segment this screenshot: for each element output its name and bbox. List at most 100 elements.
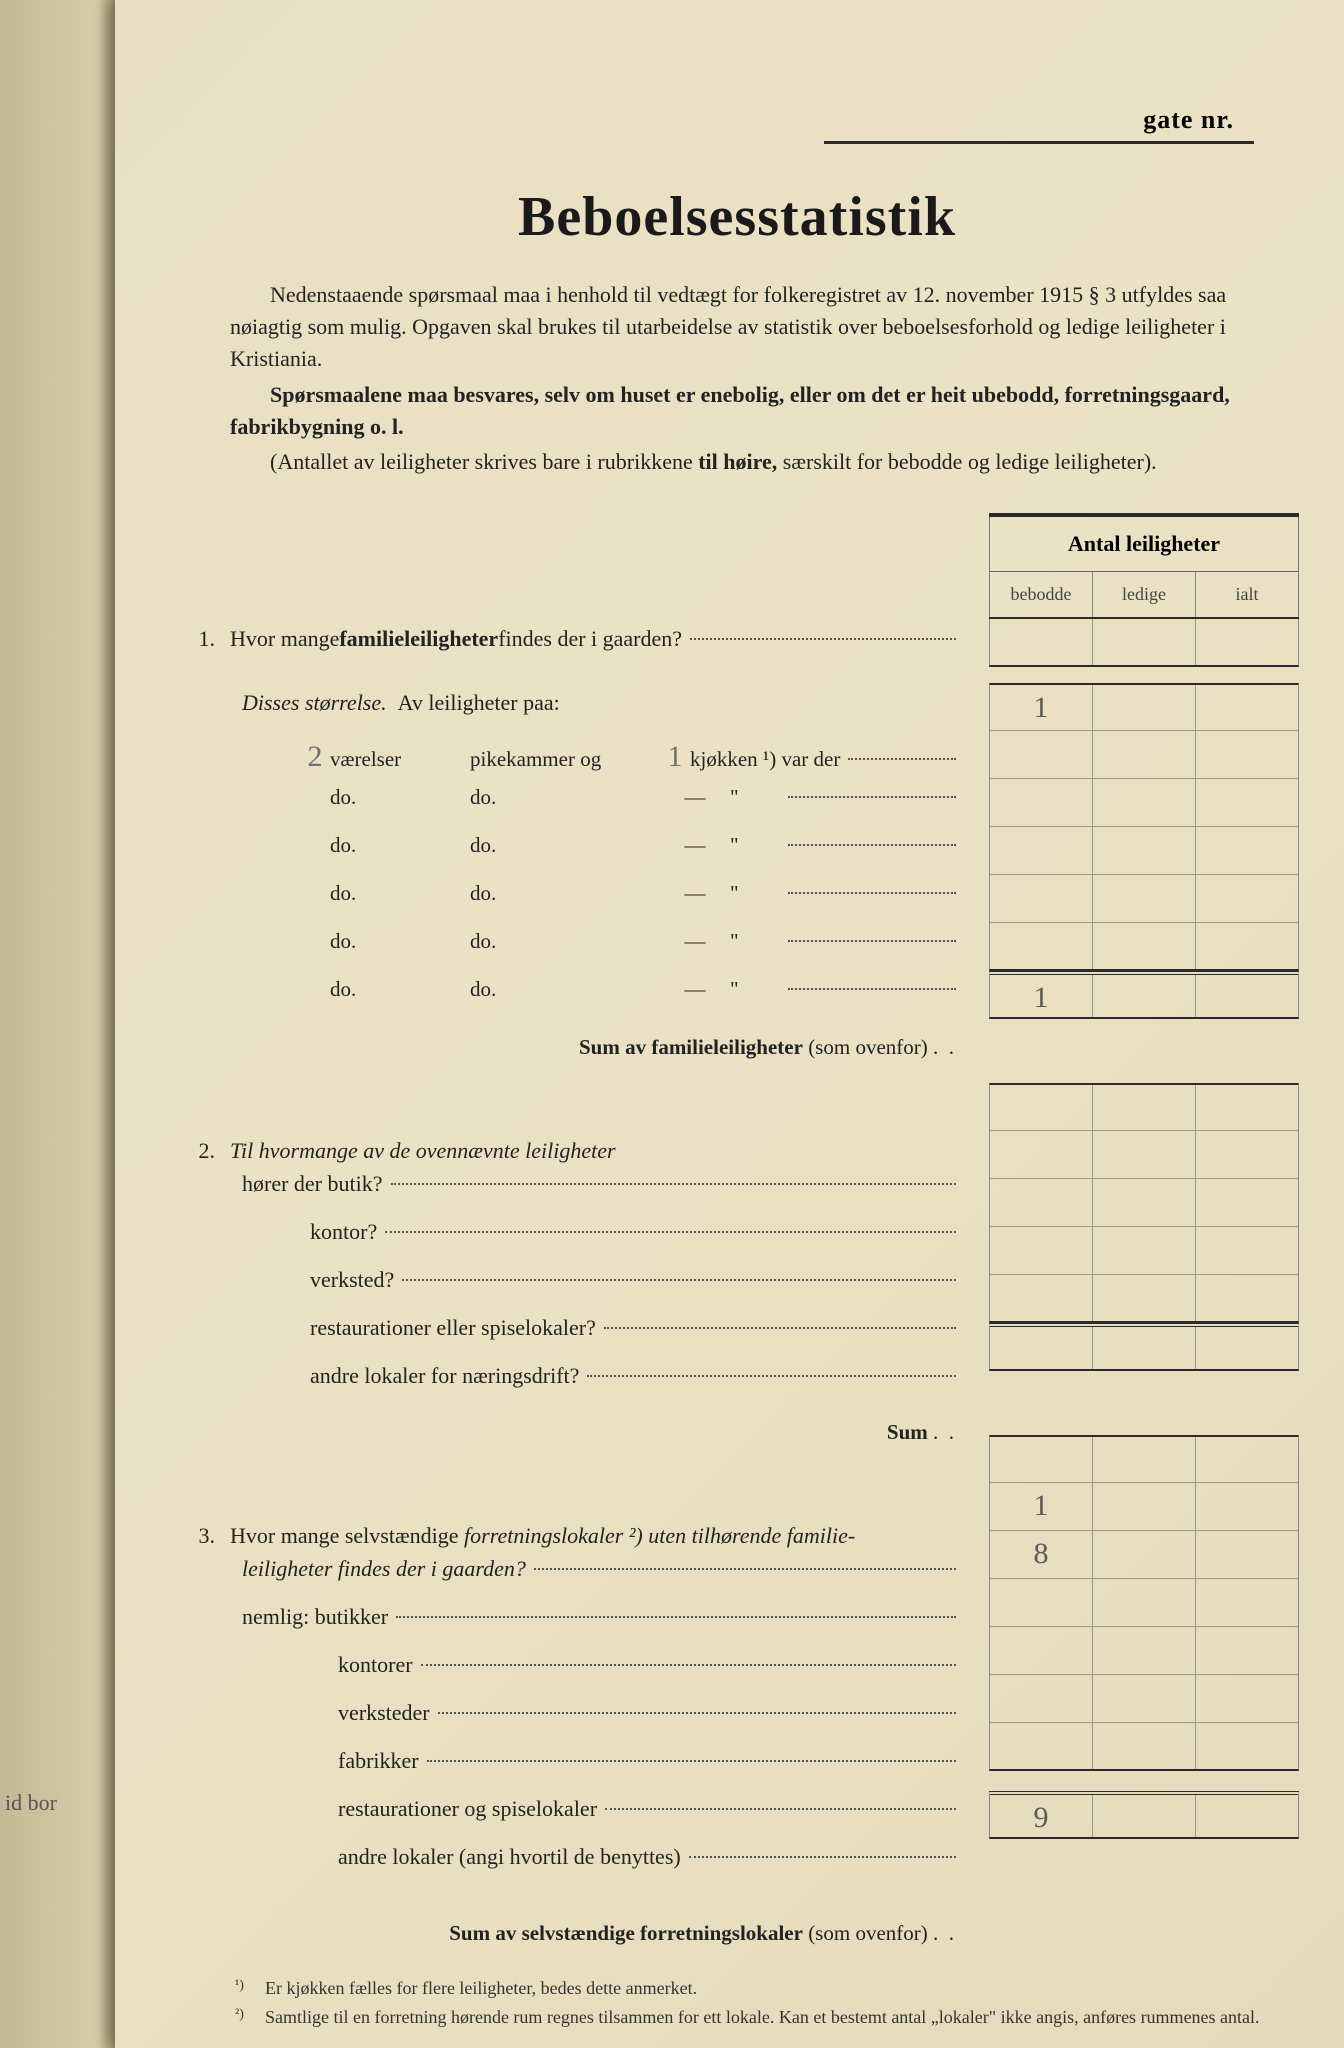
q2-r1-label: hører der butik? xyxy=(242,1167,383,1200)
q2-r3-label: verksted? xyxy=(310,1263,394,1296)
intro-p2-bold: Spørsmaalene maa besvares, selv om huset… xyxy=(230,382,1230,439)
q2-line: 2. Til hvormange av de ovennævnte leilig… xyxy=(180,1134,964,1167)
q3-r1: nemlig: butikker xyxy=(180,1600,964,1648)
intro-p3c: særskilt for bebodde og ledige leilighet… xyxy=(777,449,1156,474)
q1-av-label: Av leiligheter paa: xyxy=(398,686,560,719)
q3-num: 3. xyxy=(180,1519,230,1552)
q3-ta: Hvor mange selvstændige xyxy=(230,1523,464,1548)
q1-kjok-label: kjøkken ¹) var der xyxy=(690,744,840,776)
q3-r4: fabrikker xyxy=(180,1744,964,1792)
table-row xyxy=(989,1083,1299,1131)
table-row xyxy=(989,1131,1299,1179)
q1-vaer-num: 2 xyxy=(300,734,330,779)
table-row: 1 xyxy=(989,683,1299,731)
cell-sum: 1 xyxy=(990,975,1092,1017)
q1-vaer-label: værelser xyxy=(330,744,470,776)
q3-r2-label: kontorer xyxy=(338,1648,413,1681)
table-subheader: bebodde ledige ialt xyxy=(989,572,1299,617)
q3-tc: uten tilhørende familie- xyxy=(643,1523,855,1548)
q3-tb: forretningslokaler ²) xyxy=(464,1523,643,1548)
q3-r3: verksteder xyxy=(180,1696,964,1744)
table-row xyxy=(989,1275,1299,1323)
table-row xyxy=(989,779,1299,827)
q2-r1: hører der butik? xyxy=(180,1167,964,1215)
form-content: Antal leiligheter bebodde ledige ialt 1 … xyxy=(180,513,1294,1956)
q1-do-row: do.do.—" xyxy=(180,974,964,1022)
q3-r2: kontorer xyxy=(180,1648,964,1696)
intro-p3a: (Antallet av leiligheter skrives bare i … xyxy=(270,449,698,474)
q3-line2: leiligheter findes der i gaarden? xyxy=(180,1552,964,1600)
table-header-main: Antal leiligheter xyxy=(989,517,1299,572)
q3-r6: andre lokaler (angi hvortil de benyttes) xyxy=(180,1840,964,1888)
footnotes: ¹) Er kjøkken fælles for flere leilighet… xyxy=(180,1976,1294,2029)
q1-pike: pikekammer og xyxy=(470,744,660,776)
table-row-sum xyxy=(989,1323,1299,1371)
q2-r5-label: andre lokaler for næringsdrift? xyxy=(310,1359,579,1392)
q3-sum-a: Sum av selvstændige forretningslokaler xyxy=(449,1921,803,1945)
q2-r4-label: restaurationer eller spiselokaler? xyxy=(310,1311,596,1344)
fn1-text: Er kjøkken fælles for flere leiligheter,… xyxy=(265,1976,697,2001)
intro-p2: Spørsmaalene maa besvares, selv om huset… xyxy=(230,379,1279,443)
q3-r5: restaurationer og spiselokaler xyxy=(180,1792,964,1840)
table-row xyxy=(989,923,1299,971)
table-header: Antal leiligheter bebodde ledige ialt xyxy=(989,513,1299,619)
cell-sum: 9 xyxy=(990,1795,1092,1837)
table-row xyxy=(989,1435,1299,1483)
q2-num: 2. xyxy=(180,1134,230,1167)
cell-bebodde: 1 xyxy=(990,685,1092,730)
q2-r2: kontor? xyxy=(180,1215,964,1263)
underlying-page: id bor xyxy=(0,0,115,2048)
q1-do-row: do.do.—" xyxy=(180,878,964,926)
table-row xyxy=(989,619,1299,667)
intro-p3b: til høire, xyxy=(698,449,777,474)
footnote-2: ²) Samtlige til en forretning hørende ru… xyxy=(235,2005,1294,2030)
q1-disses: Disses størrelse. Av leiligheter paa: xyxy=(180,686,964,734)
col-bebodde: bebodde xyxy=(990,572,1092,617)
q2-sum: Sum . . xyxy=(180,1407,964,1455)
table-row-sum: 9 xyxy=(989,1791,1299,1839)
q3-r5-label: restaurationer og spiselokaler xyxy=(338,1792,597,1825)
table-row: 8 xyxy=(989,1531,1299,1579)
q1-ta: Hvor mange xyxy=(230,622,339,655)
table-row xyxy=(989,1179,1299,1227)
document-page: gate nr. Beboelsesstatistik Nedenstaaend… xyxy=(115,0,1344,2048)
intro-p1: Nedenstaaende spørsmaal maa i henhold ti… xyxy=(230,279,1279,375)
count-table: Antal leiligheter bebodde ledige ialt 1 … xyxy=(989,513,1299,1839)
table-row xyxy=(989,1627,1299,1675)
page-title: Beboelsesstatistik xyxy=(180,185,1294,249)
table-row xyxy=(989,1579,1299,1627)
table-row xyxy=(989,1227,1299,1275)
gate-number-field: gate nr. xyxy=(824,105,1254,144)
q1-disses-label: Disses størrelse. xyxy=(242,686,387,719)
q3-r4-label: fabrikker xyxy=(338,1744,419,1777)
q2-r4: restaurationer eller spiselokaler? xyxy=(180,1311,964,1359)
q1-do-row: do.do.—" xyxy=(180,782,964,830)
intro-paragraphs: Nedenstaaende spørsmaal maa i henhold ti… xyxy=(180,279,1294,478)
q1-sum-b: (som ovenfor) xyxy=(803,1035,928,1059)
table-row xyxy=(989,1723,1299,1771)
q3-r3-label: verksteder xyxy=(338,1696,430,1729)
q2-text: Til hvormange av de ovennævnte leilighet… xyxy=(230,1134,616,1167)
footnote-1: ¹) Er kjøkken fælles for flere leilighet… xyxy=(235,1976,1294,2001)
q3-sum-b: (som ovenfor) xyxy=(803,1921,928,1945)
q1-line: 1. Hvor mange familieleiligheter findes … xyxy=(180,622,964,670)
col-ledige: ledige xyxy=(1092,572,1195,617)
cell-val: 1 xyxy=(990,1483,1092,1530)
q1-do-row: do.do.—" xyxy=(180,926,964,974)
col-ialt: ialt xyxy=(1195,572,1298,617)
fn2-mark: ²) xyxy=(235,2005,265,2030)
fn2-text: Samtlige til en forretning hørende rum r… xyxy=(265,2005,1260,2030)
q1-sum-a: Sum av familieleiligheter xyxy=(579,1035,803,1059)
q3-r6-label: andre lokaler (angi hvortil de benyttes) xyxy=(338,1840,681,1873)
q3-r1-label: nemlig: butikker xyxy=(242,1600,388,1633)
q1-num: 1. xyxy=(180,622,230,655)
q1-tb: familieleiligheter xyxy=(339,622,498,655)
q1-kjok-num: 1 xyxy=(660,734,690,779)
q1-tc: findes der i gaarden? xyxy=(498,622,682,655)
q3-sum: Sum av selvstændige forretningslokaler (… xyxy=(180,1908,964,1956)
side-fragment-text: id bor xyxy=(5,1790,57,1816)
q1-sum: Sum av familieleiligheter (som ovenfor) … xyxy=(180,1022,964,1070)
fn1-mark: ¹) xyxy=(235,1976,265,2001)
q3-td: leiligheter findes der i gaarden? xyxy=(242,1552,526,1585)
q2-r3: verksted? xyxy=(180,1263,964,1311)
